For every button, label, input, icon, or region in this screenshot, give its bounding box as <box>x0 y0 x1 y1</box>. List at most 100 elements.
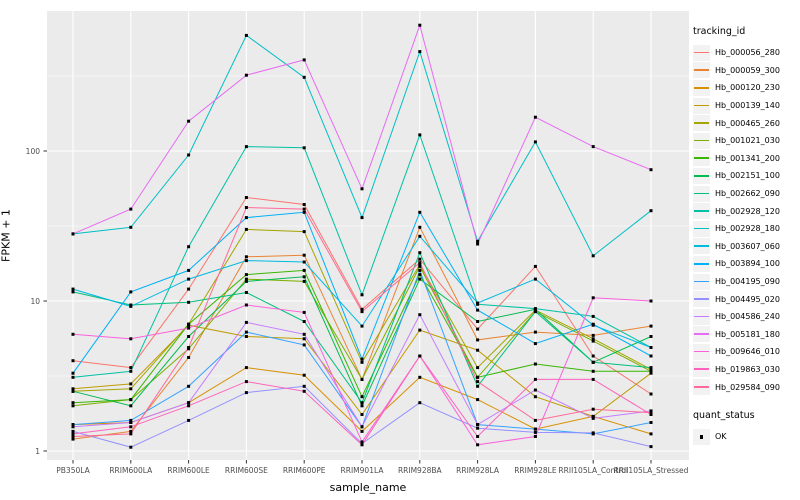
data-point <box>649 413 653 416</box>
data-point <box>649 369 653 373</box>
data-point <box>302 210 306 214</box>
data-point <box>129 432 133 436</box>
legend-key-box <box>693 428 710 445</box>
data-point <box>129 421 133 424</box>
data-point <box>476 320 480 323</box>
data-point <box>418 401 422 405</box>
data-point <box>187 300 191 304</box>
data-point <box>302 230 306 234</box>
data-point <box>418 234 422 238</box>
legend-item-label: Hb_000139_140 <box>715 101 780 111</box>
data-point <box>533 435 537 438</box>
legend-item-Hb_000465_260: Hb_000465_260 <box>693 114 799 132</box>
data-point <box>187 153 191 157</box>
quant-status-legend: quant_status OK <box>693 410 799 446</box>
legend-key-line-icon <box>694 386 709 388</box>
legend-key-box <box>693 167 710 184</box>
data-point <box>244 216 248 220</box>
data-point <box>187 356 191 359</box>
legend-item-Hb_004195_090: Hb_004195_090 <box>693 273 799 291</box>
data-point <box>533 427 537 431</box>
data-point <box>649 299 653 303</box>
data-point <box>71 232 75 236</box>
data-point <box>71 290 75 294</box>
data-point <box>476 327 480 331</box>
data-point <box>418 354 422 358</box>
data-point <box>591 337 595 341</box>
data-point <box>71 371 75 375</box>
legend-key-box <box>693 97 710 114</box>
y-tick-label: 1 <box>35 446 40 456</box>
legend-key-line-icon <box>694 245 709 247</box>
legend-item-Hb_001021_030: Hb_001021_030 <box>693 132 799 150</box>
legend-key-box <box>693 361 710 378</box>
data-point <box>187 277 191 281</box>
legend-key-line-icon <box>694 192 709 195</box>
data-point <box>302 389 306 393</box>
data-point <box>187 384 191 388</box>
data-point <box>418 251 422 255</box>
legend-key-box <box>693 255 710 272</box>
data-point <box>302 203 306 206</box>
legend-key-line-icon <box>694 280 709 283</box>
legend-item-label: Hb_005181_180 <box>715 329 780 339</box>
data-point <box>244 366 248 370</box>
x-tick-label: RRIM928LE <box>514 466 557 475</box>
data-point <box>244 227 248 231</box>
data-point <box>360 307 364 311</box>
legend-key-box <box>693 150 710 167</box>
data-point <box>71 425 75 429</box>
data-point <box>187 326 191 330</box>
data-point <box>591 322 595 326</box>
data-point <box>302 279 306 283</box>
legend-item-label: Hb_000465_260 <box>715 118 780 128</box>
data-point <box>533 115 537 119</box>
legend-item-quant-ok: OK <box>693 428 799 446</box>
data-point <box>533 277 537 281</box>
data-point <box>244 320 248 324</box>
data-point <box>533 264 537 268</box>
x-tick-label: RRIM928BA <box>397 466 442 475</box>
data-point <box>418 50 422 54</box>
data-point <box>302 58 306 62</box>
data-point <box>418 268 422 272</box>
data-point <box>533 430 537 434</box>
data-point <box>129 418 133 422</box>
data-point <box>71 375 75 379</box>
data-point <box>71 387 75 391</box>
data-point <box>360 404 364 408</box>
data-point <box>360 377 364 381</box>
data-point <box>302 207 306 211</box>
data-point <box>244 255 248 259</box>
data-point <box>533 310 537 314</box>
legend-item-Hb_004586_240: Hb_004586_240 <box>693 308 799 326</box>
legend-title-tracking-id: tracking_id <box>693 26 746 37</box>
data-point <box>244 279 248 283</box>
data-point <box>533 395 537 399</box>
legend-item-Hb_009646_010: Hb_009646_010 <box>693 343 799 361</box>
data-point <box>244 206 248 209</box>
data-point <box>360 413 364 416</box>
data-point <box>129 337 133 341</box>
data-point <box>187 404 191 408</box>
data-point <box>71 432 75 436</box>
data-point <box>649 421 653 424</box>
legend-item-Hb_001341_200: Hb_001341_200 <box>693 150 799 168</box>
y-axis-title: FPKM + 1 <box>0 209 13 262</box>
legend-item-Hb_003894_100: Hb_003894_100 <box>693 255 799 273</box>
data-point <box>360 429 364 433</box>
data-point <box>649 346 653 349</box>
data-point <box>649 335 653 338</box>
data-point <box>244 291 248 294</box>
data-point <box>244 303 248 307</box>
data-point <box>476 338 480 342</box>
x-tick-label: RRIM600LE <box>167 466 210 475</box>
legend-item-label: Hb_002928_180 <box>715 224 780 234</box>
legend-key-line-icon <box>694 210 709 212</box>
data-point <box>533 377 537 381</box>
data-point <box>360 293 364 297</box>
data-point <box>244 380 248 384</box>
legend-item-Hb_003607_060: Hb_003607_060 <box>693 238 799 256</box>
